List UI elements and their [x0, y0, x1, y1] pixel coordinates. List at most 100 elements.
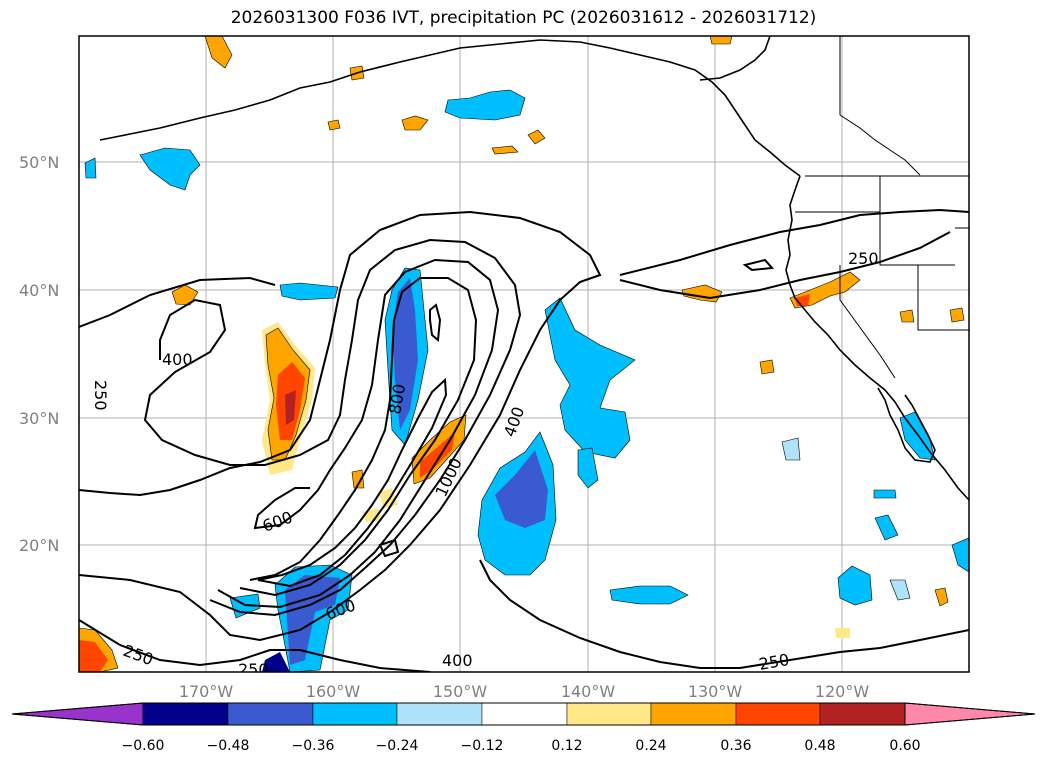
precip-positive-core	[79, 640, 108, 672]
precip-negative-area	[889, 579, 911, 601]
colorbar-swatch	[396, 702, 483, 726]
coastline-baja	[877, 387, 936, 463]
precip-positive-area	[491, 145, 519, 155]
coastline-bc	[785, 175, 969, 501]
gridlines	[79, 36, 969, 672]
colorbar-swatch	[819, 702, 906, 726]
ivt-contour-small-loop	[378, 538, 400, 558]
colorbar-swatch	[312, 702, 398, 726]
ivt-contour-400-bottom	[79, 619, 431, 672]
contour-label-400: 400	[442, 651, 473, 670]
precip-negative-area	[279, 282, 339, 301]
ivt-contour-250-top	[79, 276, 276, 328]
precip-negative-area	[577, 447, 599, 489]
lon-label: 140°W	[561, 682, 616, 701]
ivt-contour-250	[79, 210, 602, 642]
precip-negative-area	[84, 157, 97, 179]
precip-positive-area	[949, 307, 965, 323]
ivt-contour-600	[217, 258, 500, 609]
colorbar-swatch	[227, 702, 314, 726]
longitude-labels: 170°W 160°W 150°W 140°W 130°W 120°W	[179, 682, 870, 701]
precip-negative-area	[873, 489, 897, 499]
ivt-contour-400	[143, 238, 522, 617]
lon-label: 130°W	[688, 682, 743, 701]
lon-label: 170°W	[179, 682, 234, 701]
contour-label-600: 600	[260, 507, 295, 535]
precip-positive-area	[835, 628, 850, 638]
contour-label-400: 400	[162, 350, 193, 369]
map-area: 400 250 800 1000 400 600 600 250 250 400…	[79, 36, 969, 679]
colorbar-swatch	[735, 702, 821, 726]
contour-label-400: 400	[500, 404, 528, 439]
colorbar-tick: −0.12	[461, 738, 504, 754]
lon-label: 150°W	[433, 682, 488, 701]
colorbar-swatch	[142, 702, 229, 726]
contour-label-250: 250	[91, 380, 110, 411]
ivt-contour-250-bottom	[479, 559, 969, 669]
precip-positive-area	[759, 359, 775, 375]
ivt-contour-250-east	[619, 208, 969, 276]
precip-negative-area	[139, 147, 201, 191]
map-title: 2026031300 F036 IVT, precipitation PC (2…	[230, 8, 817, 28]
precip-negative-area	[951, 537, 969, 573]
lat-label: 20°N	[19, 536, 59, 555]
latitude-labels: 50°N 40°N 30°N 20°N	[19, 153, 59, 555]
colorbar-over-triangle	[904, 702, 1036, 726]
precip-positive-area	[351, 469, 365, 489]
colorbar-tick: −0.60	[122, 738, 165, 754]
ivt-contour-1000	[257, 377, 448, 588]
colorbar-tick: −0.36	[292, 738, 335, 754]
colorbar-tick: 0.12	[551, 738, 582, 754]
colorbar-ticks: −0.60 −0.48 −0.36 −0.24 −0.12 0.12 0.24 …	[122, 738, 921, 754]
colorbar-swatch	[650, 702, 737, 726]
colorbar-under-triangle	[11, 702, 144, 726]
ivt-contour-250-loop	[742, 258, 775, 272]
colorbar-tick: −0.48	[207, 738, 250, 754]
ivt-contour-800	[239, 277, 478, 597]
precip-positive-area	[204, 36, 233, 69]
lat-label: 30°N	[19, 409, 59, 428]
precip-negative-core	[392, 278, 418, 430]
coastlines	[99, 36, 969, 501]
colorbar-tick: 0.60	[889, 738, 920, 754]
colorbar-swatch	[566, 702, 652, 726]
precip-negative-area	[544, 297, 636, 459]
precip-positive-area	[401, 115, 429, 131]
coastline-north	[699, 36, 771, 81]
precip-positive-area	[709, 36, 733, 45]
coastline-alaska	[99, 39, 801, 177]
colorbar-tick: 0.24	[635, 738, 666, 754]
colorbar-tick: 0.48	[804, 738, 835, 754]
precip-negative-area	[837, 565, 873, 606]
precip-positive-core	[285, 390, 296, 425]
colorbar: −0.60 −0.48 −0.36 −0.24 −0.12 0.12 0.24 …	[11, 702, 1036, 754]
map-frame	[78, 35, 970, 673]
colorbar-tick: −0.24	[376, 738, 419, 754]
precip-negative-core	[495, 450, 548, 528]
colorbar-swatch	[481, 702, 568, 726]
lon-label: 160°W	[306, 682, 361, 701]
contour-label-250: 250	[757, 650, 790, 674]
precip-positive-area	[527, 129, 546, 145]
precip-negative-area	[874, 514, 899, 541]
ivt-contours	[79, 208, 969, 672]
borders	[795, 36, 969, 379]
precip-positive-area	[327, 119, 341, 131]
contour-label-250: 250	[848, 249, 879, 268]
precip-positive-core	[420, 432, 455, 478]
lon-label: 120°W	[815, 682, 870, 701]
precip-negative-area	[781, 437, 801, 461]
precip-positive-area	[899, 309, 915, 323]
lat-label: 40°N	[19, 281, 59, 300]
precip-negative-area	[609, 585, 689, 605]
colorbar-tick: 0.36	[720, 738, 751, 754]
contour-label-250: 250	[121, 641, 156, 669]
precip-positive-area	[934, 587, 949, 607]
lat-label: 50°N	[19, 153, 59, 172]
precip-shading	[79, 36, 969, 672]
ivt-contour-1000-small	[429, 303, 442, 342]
ivt-contour-250-east2	[619, 231, 951, 300]
contour-label-250: 250	[238, 660, 269, 679]
precip-negative-core	[262, 652, 290, 672]
